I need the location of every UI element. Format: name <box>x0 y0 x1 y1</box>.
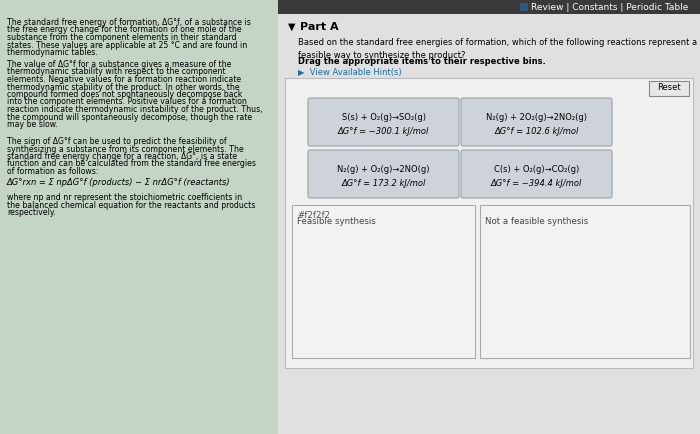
Text: the balanced chemical equation for the reactants and products: the balanced chemical equation for the r… <box>7 201 256 210</box>
FancyBboxPatch shape <box>461 150 612 198</box>
FancyBboxPatch shape <box>308 98 459 146</box>
Text: reaction indicate thermodynamic instability of the product. Thus,: reaction indicate thermodynamic instabil… <box>7 105 262 114</box>
Text: Feasible synthesis: Feasible synthesis <box>297 217 376 226</box>
Text: thermodynamic stability of the product. In other words, the: thermodynamic stability of the product. … <box>7 82 239 92</box>
Bar <box>278 0 700 434</box>
Text: The value of ΔG°f for a substance gives a measure of the: The value of ΔG°f for a substance gives … <box>7 60 232 69</box>
Bar <box>278 0 700 14</box>
Text: S(s) + O₂(g)→SO₂(g): S(s) + O₂(g)→SO₂(g) <box>342 113 426 122</box>
Text: Based on the standard free energies of formation, which of the following reactio: Based on the standard free energies of f… <box>298 38 697 59</box>
Text: respectively.: respectively. <box>7 208 56 217</box>
Text: The sign of ΔG°f can be used to predict the feasibility of: The sign of ΔG°f can be used to predict … <box>7 137 227 146</box>
Bar <box>520 3 528 11</box>
Text: may be slow.: may be slow. <box>7 120 58 129</box>
Text: states. These values are applicable at 25 °C and are found in: states. These values are applicable at 2… <box>7 40 247 49</box>
Text: synthesizing a substance from its component elements. The: synthesizing a substance from its compon… <box>7 145 244 154</box>
Text: The standard free energy of formation, ΔG°f, of a substance is: The standard free energy of formation, Δ… <box>7 18 251 27</box>
Text: N₂(g) + O₂(g)→2NO(g): N₂(g) + O₂(g)→2NO(g) <box>337 165 430 174</box>
FancyBboxPatch shape <box>461 98 612 146</box>
Text: ΔG°f = −300.1 kJ/mol: ΔG°f = −300.1 kJ/mol <box>338 127 429 136</box>
Bar <box>292 205 475 358</box>
Text: ΔG°f = 173.2 kJ/mol: ΔG°f = 173.2 kJ/mol <box>342 179 426 188</box>
FancyBboxPatch shape <box>649 81 689 96</box>
Text: ▶  View Available Hint(s): ▶ View Available Hint(s) <box>298 68 402 77</box>
Text: N₂(g) + 2O₂(g)→2NO₂(g): N₂(g) + 2O₂(g)→2NO₂(g) <box>486 113 587 122</box>
Text: Drag the appropriate items to their respective bins.: Drag the appropriate items to their resp… <box>298 57 546 66</box>
Text: of formation as follows:: of formation as follows: <box>7 167 99 176</box>
Text: compound formed does not spontaneously decompose back: compound formed does not spontaneously d… <box>7 90 242 99</box>
Text: C(s) + O₂(g)→CO₂(g): C(s) + O₂(g)→CO₂(g) <box>494 165 579 174</box>
Text: ΔG°f = −394.4 kJ/mol: ΔG°f = −394.4 kJ/mol <box>491 179 582 188</box>
Text: the free energy change for the formation of one mole of the: the free energy change for the formation… <box>7 26 241 34</box>
Text: Review | Constants | Periodic Table: Review | Constants | Periodic Table <box>531 3 688 11</box>
Text: #f2f2f2: #f2f2f2 <box>297 211 330 220</box>
Text: ΔG°rxn = Σ npΔG°f (products) − Σ nrΔG°f (reactants): ΔG°rxn = Σ npΔG°f (products) − Σ nrΔG°f … <box>7 178 230 187</box>
Text: function and can be calculated from the standard free energies: function and can be calculated from the … <box>7 160 256 168</box>
Text: thermodynamic stability with respect to the component: thermodynamic stability with respect to … <box>7 68 225 76</box>
Text: elements. Negative values for a formation reaction indicate: elements. Negative values for a formatio… <box>7 75 241 84</box>
Text: the compound will spontaneously decompose, though the rate: the compound will spontaneously decompos… <box>7 112 252 122</box>
FancyBboxPatch shape <box>308 150 459 198</box>
Bar <box>285 78 693 368</box>
Text: Part A: Part A <box>300 22 339 32</box>
Text: substance from the component elements in their standard: substance from the component elements in… <box>7 33 237 42</box>
Bar <box>0 0 278 434</box>
Text: into the component elements. Positive values for a formation: into the component elements. Positive va… <box>7 98 247 106</box>
Bar <box>480 205 690 358</box>
Text: Reset: Reset <box>657 83 681 92</box>
Text: ▼: ▼ <box>288 22 295 32</box>
Text: standard free energy change for a reaction, ΔG°, is a state: standard free energy change for a reacti… <box>7 152 237 161</box>
Text: thermodynamic tables.: thermodynamic tables. <box>7 48 98 57</box>
Text: ΔG°f = 102.6 kJ/mol: ΔG°f = 102.6 kJ/mol <box>494 127 579 136</box>
Text: Not a feasible synthesis: Not a feasible synthesis <box>485 217 588 226</box>
Text: where np and nr represent the stoichiometric coefficients in: where np and nr represent the stoichiome… <box>7 193 242 202</box>
